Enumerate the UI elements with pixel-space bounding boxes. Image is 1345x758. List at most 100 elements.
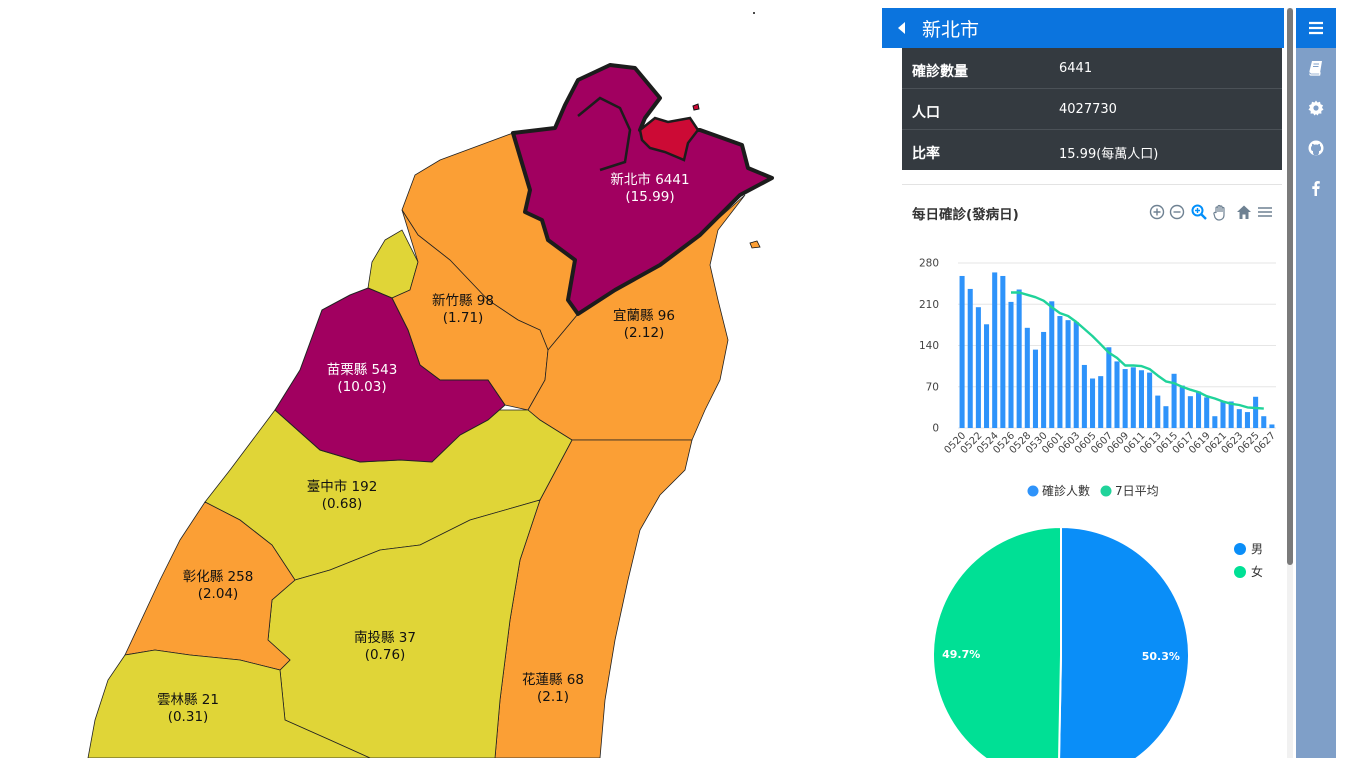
islet-shape [753,12,755,14]
bar [1049,301,1055,428]
region-hsinchu-county[interactable] [391,209,549,411]
region-label-hualien: 花蓮縣 68 (2.1) [522,672,584,705]
svg-text:新竹縣 98: 新竹縣 98 [432,293,494,309]
y-tick-label: 210 [919,299,939,311]
github-icon [1308,140,1324,156]
zoom-in-icon[interactable] [1148,203,1166,221]
bar [984,324,990,428]
bar [1269,424,1275,428]
region-label-yunlin: 雲林縣 21 (0.31) [157,692,219,725]
bar [1000,275,1006,428]
bar [1155,395,1161,428]
bar [1090,378,1096,428]
region-new-taipei[interactable] [511,63,774,316]
region-label-changhua: 彰化縣 258 (2.04) [183,568,254,602]
bar [975,307,981,428]
info-value: 15.99(每萬人口) [1059,147,1159,162]
svg-text:(1.71): (1.71) [443,310,484,326]
info-label: 人口 [912,105,940,121]
bar [1253,396,1259,428]
islet-shape [692,103,700,111]
region-label-taichung: 臺中市 192 (0.68) [307,478,378,512]
bar [1171,373,1177,428]
pie-slice [1058,525,1190,758]
bar [1244,412,1250,428]
svg-text:(15.99): (15.99) [625,189,674,205]
bar [1179,385,1185,428]
choropleth-map[interactable]: 新北市 6441 (15.99) 苗栗縣 543 (10.03) 新竹縣 98 … [0,0,880,758]
bar [1057,316,1063,428]
region-yunlin[interactable] [87,649,371,758]
bar [967,288,973,428]
legend-label: 女 [1251,564,1263,579]
pie-value-label: 50.3% [1142,650,1180,663]
legend-marker [1234,543,1246,555]
bar [1228,401,1234,428]
pan-hand-icon[interactable] [1211,203,1229,221]
bar [1032,349,1038,428]
pie-value-label: 49.7% [942,648,980,661]
facebook-button[interactable] [1296,168,1336,208]
panel-scrollbar[interactable] [1287,8,1293,758]
bar [1261,416,1267,428]
svg-text:彰化縣 258: 彰化縣 258 [183,568,254,585]
panel-title: 新北市 [922,19,980,41]
bar [992,272,998,428]
svg-text:(10.03): (10.03) [337,379,386,395]
region-label-new-taipei: 新北市 6441 (15.99) [610,171,689,205]
y-tick-label: 280 [919,258,939,270]
menu-button[interactable] [1296,8,1336,48]
svg-text:(0.76): (0.76) [365,647,406,663]
book-icon [1309,61,1322,76]
svg-text:花蓮縣 68: 花蓮縣 68 [522,672,584,688]
bar [1024,327,1030,428]
region-taipei[interactable] [638,116,700,162]
legend-label: 確診人數 [1042,483,1090,498]
gender-pie-chart[interactable]: 50.3% 49.7% 男女 [902,513,1282,758]
bar [1196,391,1202,428]
svg-text:(0.68): (0.68) [322,496,363,512]
legend-label: 男 [1251,542,1263,556]
legend-marker [1100,485,1112,497]
region-info-panel: 新北市 確診數量 6441 人口 4027730 比率 15.99(每萬人口) … [882,8,1284,758]
info-row-rate: 比率 15.99(每萬人口) [902,130,1282,170]
bar [1138,370,1144,428]
book-button[interactable] [1296,48,1336,88]
bar [1220,401,1226,428]
bar [1114,361,1120,428]
bar [1212,416,1218,428]
right-sidebar [1296,8,1336,758]
region-label-yilan: 宜蘭縣 96 (2.12) [613,308,675,341]
panel-header[interactable]: 新北市 [882,8,1284,48]
info-row-cases: 確診數量 6441 [902,48,1282,89]
bar [1065,320,1071,428]
zoom-out-icon[interactable] [1168,203,1186,221]
region-boundary [577,96,632,172]
bar [1081,364,1087,428]
average-line [1011,291,1264,410]
bar [1073,321,1079,428]
y-tick-label: 70 [926,381,939,393]
reset-home-icon[interactable] [1235,203,1253,221]
region-miaoli[interactable] [274,287,506,463]
selection-zoom-icon[interactable] [1190,203,1208,221]
y-tick-label: 140 [919,340,939,352]
settings-button[interactable] [1296,88,1336,128]
svg-text:(2.12): (2.12) [624,325,665,341]
bar [1008,301,1014,428]
chart-menu-icon[interactable] [1256,203,1274,221]
github-button[interactable] [1296,128,1336,168]
islet-shape [749,240,761,249]
caret-left-icon[interactable] [898,22,905,34]
info-label: 比率 [912,146,940,162]
svg-text:(2.04): (2.04) [198,586,239,602]
info-value: 6441 [1059,61,1093,76]
svg-text:宜蘭縣 96: 宜蘭縣 96 [613,308,675,324]
legend-marker [1234,566,1246,578]
info-value: 4027730 [1059,102,1117,117]
y-tick-label: 0 [932,423,939,435]
svg-text:(2.1): (2.1) [537,689,569,705]
scroll-thumb[interactable] [1287,8,1293,565]
daily-cases-chart[interactable]: 0701402102800520052205240526052805300601… [902,238,1282,508]
gear-icon [1308,100,1324,116]
